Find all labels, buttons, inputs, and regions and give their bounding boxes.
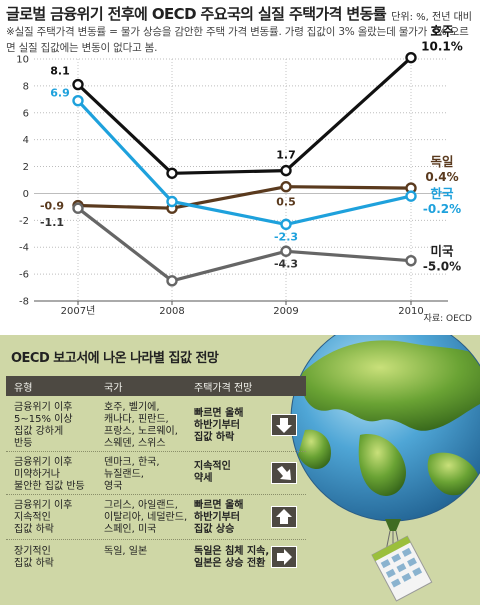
series-line	[77, 206, 412, 283]
chart-panel: 글로벌 금융위기 전후에 OECD 주요국의 실질 주택가격 변동률 단위: %…	[6, 5, 472, 324]
data-point	[405, 51, 417, 64]
data-point	[405, 254, 417, 267]
unit-label: 단위: %, 전년 대비	[391, 12, 472, 23]
row-outlook: 지속적인 약세	[194, 461, 231, 484]
y-tick-label: 4	[23, 135, 29, 146]
data-label: 0.5	[276, 196, 296, 209]
row-type: 금융위기 이후 5~15% 이상 집값 강하게 반등	[14, 402, 73, 449]
series-line	[77, 185, 412, 210]
x-tick-label: 2009	[273, 306, 298, 317]
data-point	[72, 202, 84, 214]
data-point	[405, 190, 417, 202]
chart-title: 글로벌 금융위기 전후에 OECD 주요국의 실질 주택가격 변동률	[6, 5, 387, 23]
x-tick-label: 2008	[159, 306, 184, 317]
data-label: -4.3	[274, 257, 298, 270]
arrow-down-right-icon	[271, 462, 297, 484]
series-name-label: 독일	[430, 154, 453, 169]
table-row: 금융위기 이후 5~15% 이상 집값 강하게 반등 호주, 벨기에, 캐나다,…	[6, 399, 306, 452]
chart-note: ※실질 주택가격 변동률 = 물가 상승을 감안한 주택 가격 변동률. 가령 …	[6, 26, 469, 54]
data-point	[280, 245, 292, 257]
row-countries: 독일, 일본	[104, 546, 148, 557]
y-tick-label: -4	[19, 243, 29, 254]
header-type: 유형	[14, 383, 33, 394]
series-line	[76, 99, 412, 226]
row-outlook: 빠르면 올해 하반기부터 집값 하락	[194, 408, 244, 443]
y-tick-label: 0	[23, 189, 29, 200]
data-label: 6.9	[50, 87, 70, 100]
data-point	[280, 164, 292, 177]
source-label: 자료: OECD	[423, 314, 472, 324]
row-type: 금융위기 이후 미약하거나 불안한 집값 반등	[14, 457, 85, 492]
header-countries: 국가	[104, 383, 123, 394]
arrow-up-icon	[271, 506, 297, 528]
apartment-building-icon	[371, 535, 433, 602]
table-row: 금융위기 이후 미약하거나 불안한 집값 반등 덴마크, 한국, 뉴질랜드, 영…	[6, 452, 306, 495]
series-name-label: 한국	[430, 186, 454, 201]
table-row: 금융위기 이후 지속적인 집값 하락 그리스, 아일랜드, 이탈리아, 네덜란드…	[6, 495, 306, 540]
data-point	[166, 195, 178, 208]
outlook-table: 금융위기 이후 5~15% 이상 집값 강하게 반등 호주, 벨기에, 캐나다,…	[6, 399, 306, 574]
x-tick-label: 2007년	[61, 305, 96, 317]
row-countries: 덴마크, 한국, 뉴질랜드, 영국	[104, 457, 160, 492]
globe-balloon-illustration	[290, 335, 480, 602]
row-type: 장기적인 집값 하락	[14, 546, 54, 569]
data-point	[280, 181, 292, 193]
data-point	[72, 78, 84, 91]
data-point	[72, 94, 84, 107]
table-row: 장기적인 집값 하락 독일, 일본 독일은 침체 지속, 일본은 상승 전환	[6, 540, 306, 574]
series-end-value-label: -5.0%	[423, 260, 461, 274]
y-tick-label: 2	[23, 162, 29, 173]
data-label: -1.1	[40, 216, 64, 229]
x-tick-label: 2010	[398, 306, 423, 317]
data-label: 8.1	[50, 65, 70, 78]
row-outlook: 빠르면 올해 하반기부터 집값 상승	[194, 500, 244, 535]
data-point	[166, 167, 178, 179]
data-point	[166, 275, 178, 287]
row-countries: 그리스, 아일랜드, 이탈리아, 네덜란드, 스페인, 미국	[104, 500, 188, 535]
y-tick-label: -2	[19, 216, 29, 227]
outlook-panel: OECD 보고서에 나온 나라별 집값 전망 유형 국가 주택가격 전망 금융위…	[0, 335, 480, 605]
row-countries: 호주, 벨기에, 캐나다, 핀란드, 프랑스, 노르웨이, 스웨덴, 스위스	[104, 402, 178, 449]
data-label: 1.7	[276, 149, 296, 162]
row-outlook: 독일은 침체 지속, 일본은 상승 전환	[194, 546, 270, 569]
table-header: 유형 국가 주택가격 전망	[6, 376, 306, 396]
y-tick-label: 8	[23, 81, 29, 92]
series-name-label: 미국	[430, 244, 454, 259]
line-chart: 10 8 6 4 2 0 -2 -4 -6 -8 2007년 2008 2009 2010 8.1 1.7 호주…	[16, 24, 463, 317]
data-label: -2.3	[274, 230, 298, 243]
outlook-title: OECD 보고서에 나온 나라별 집값 전망	[11, 351, 219, 366]
y-tick-label: 6	[23, 108, 29, 119]
series-end-value-label: -0.2%	[423, 202, 461, 216]
header-outlook: 주택가격 전망	[194, 383, 253, 394]
row-type: 금융위기 이후 지속적인 집값 하락	[14, 500, 73, 535]
arrow-right-icon	[271, 546, 297, 568]
y-tick-label: 10	[16, 55, 29, 66]
series-end-value-label: 0.4%	[425, 170, 458, 184]
y-tick-label: -8	[19, 297, 29, 308]
data-point	[280, 218, 292, 231]
data-label: -0.9	[40, 200, 64, 213]
series-line	[76, 56, 413, 175]
series-end-value-label: 10.1%	[421, 40, 463, 54]
series-name-label: 호주	[430, 24, 454, 39]
arrow-down-icon	[271, 414, 297, 436]
y-tick-label: -6	[19, 270, 29, 281]
